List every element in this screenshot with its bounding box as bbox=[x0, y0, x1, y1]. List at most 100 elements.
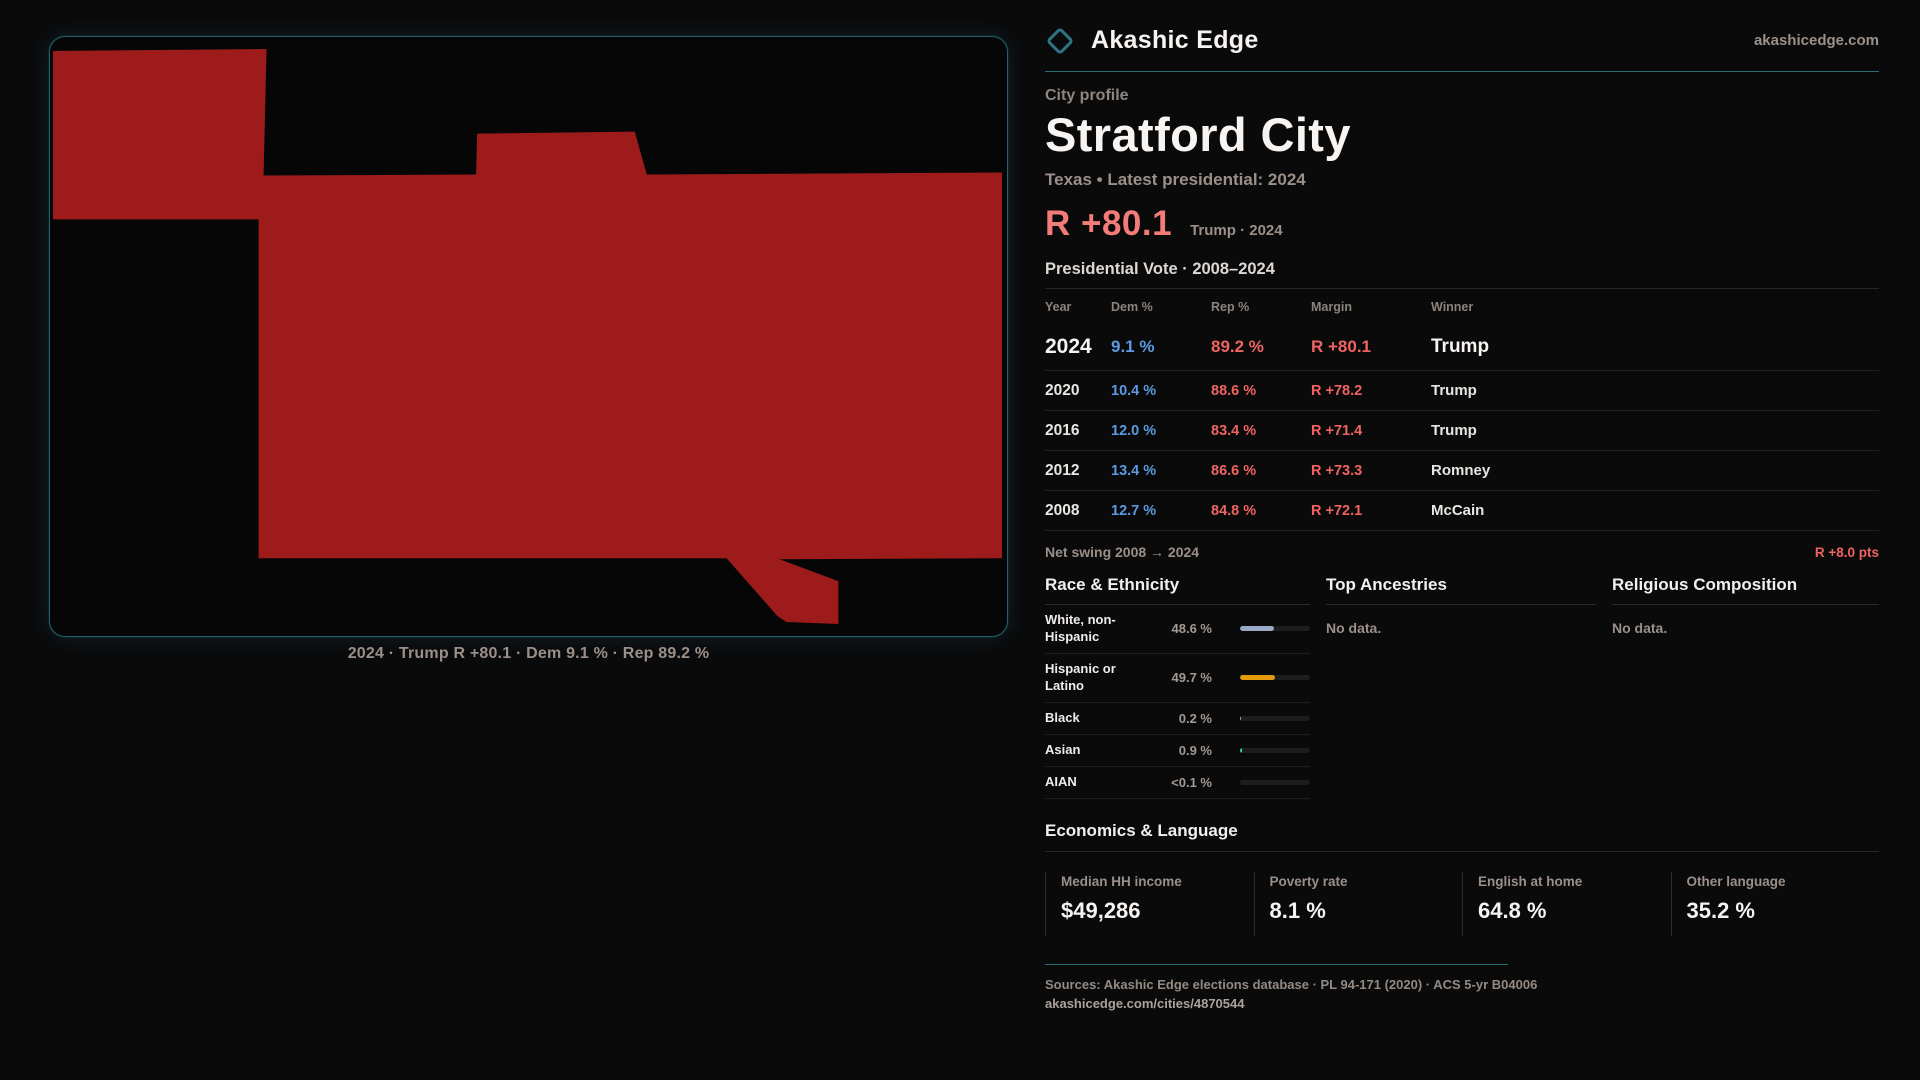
race-row: Asian 0.9 % bbox=[1045, 735, 1310, 767]
diamond-logo-icon bbox=[1045, 26, 1075, 55]
stat-card: Poverty rate 8.1 % bbox=[1253, 871, 1463, 936]
stat-card: English at home 64.8 % bbox=[1462, 871, 1671, 936]
race-value: 48.6 % bbox=[1171, 621, 1212, 637]
eyebrow-label: City profile bbox=[1045, 87, 1129, 104]
vote-table-cell: 9.1 % bbox=[1111, 337, 1155, 356]
net-swing-label: Net swing 2008 → 2024 bbox=[1045, 544, 1200, 560]
race-ethnicity-title: Race & Ethnicity bbox=[1045, 575, 1310, 605]
vote-table-cell: Trump bbox=[1431, 382, 1477, 399]
vote-table-row: 2008 12.7 % 84.8 % R +72.1 McCain bbox=[1045, 491, 1879, 531]
page-subtitle: Texas • Latest presidential: 2024 bbox=[1045, 170, 1306, 189]
vote-table: Year Dem % Rep % Margin Winner 2024 9.1 % 89.2… bbox=[1045, 288, 1879, 531]
vote-table-column-header: Dem % bbox=[1111, 300, 1153, 314]
stat-value: 8.1 % bbox=[1269, 897, 1326, 923]
race-bar-fill bbox=[1240, 675, 1275, 681]
race-label: Black bbox=[1045, 709, 1080, 725]
vote-table-header: Year Dem % Rep % Margin Winner bbox=[1045, 288, 1879, 324]
vote-table-cell: Romney bbox=[1431, 462, 1491, 479]
vote-table-cell: R +73.3 bbox=[1311, 462, 1363, 479]
header: Akashic Edge akashicedge.com bbox=[1045, 26, 1879, 72]
race-bar bbox=[1240, 626, 1310, 632]
vote-table-row: 2016 12.0 % 83.4 % R +71.4 Trump bbox=[1045, 411, 1879, 451]
brand: Akashic Edge bbox=[1045, 26, 1259, 55]
city-profile-panel: Akashic Edge akashicedge.com City profil… bbox=[1045, 26, 1879, 1011]
race-row: Hispanic or Latino 49.7 % bbox=[1045, 654, 1310, 703]
race-row: White, non-Hispanic 48.6 % bbox=[1045, 605, 1310, 654]
race-value: 0.2 % bbox=[1178, 710, 1212, 726]
city-map-shape bbox=[52, 48, 1003, 625]
religion-column: Religious Composition No data. bbox=[1612, 575, 1879, 799]
race-bar-fill bbox=[1240, 747, 1243, 753]
race-bar bbox=[1240, 715, 1310, 721]
vote-table-column-header: Margin bbox=[1311, 300, 1352, 314]
race-label: AIAN bbox=[1045, 773, 1077, 789]
ancestries-empty-state: No data. bbox=[1326, 620, 1382, 636]
page-title: Stratford City bbox=[1045, 108, 1351, 161]
vote-table-cell: 2012 bbox=[1045, 461, 1080, 479]
ancestries-title: Top Ancestries bbox=[1326, 575, 1596, 605]
footer: Sources: Akashic Edge elections database… bbox=[1045, 963, 1879, 1011]
stat-label: Median HH income bbox=[1061, 873, 1182, 889]
vote-table-column-header: Winner bbox=[1431, 300, 1474, 314]
vote-table-cell: R +72.1 bbox=[1311, 502, 1363, 519]
race-bar bbox=[1240, 779, 1310, 785]
vote-table-cell: R +78.2 bbox=[1311, 382, 1363, 399]
city-area-main bbox=[258, 131, 1003, 625]
stat-label: Poverty rate bbox=[1269, 873, 1348, 889]
vote-table-cell: R +71.4 bbox=[1311, 422, 1363, 439]
city-area-northwest bbox=[52, 48, 267, 220]
ancestries-column: Top Ancestries No data. bbox=[1326, 575, 1596, 799]
vote-table-cell: Trump bbox=[1431, 336, 1490, 357]
vote-table-row: 2012 13.4 % 86.6 % R +73.3 Romney bbox=[1045, 451, 1879, 491]
race-bar-fill bbox=[1240, 626, 1275, 632]
map-caption: 2024 · Trump R +80.1 · Dem 9.1 % · Rep 8… bbox=[347, 645, 710, 662]
latest-margin: R +80.1 Trump · 2024 bbox=[1045, 204, 1879, 244]
vote-table-cell: 83.4 % bbox=[1211, 422, 1257, 439]
city-map-panel bbox=[49, 36, 1008, 637]
stat-card: Median HH income $49,286 bbox=[1045, 871, 1254, 936]
stat-value: 64.8 % bbox=[1478, 897, 1547, 923]
race-bar bbox=[1240, 675, 1310, 681]
vote-table-cell: 10.4 % bbox=[1111, 382, 1157, 399]
vote-table-cell: McCain bbox=[1431, 502, 1485, 519]
vote-table-cell: R +80.1 bbox=[1311, 337, 1372, 356]
stat-card: Other language 35.2 % bbox=[1670, 871, 1880, 936]
race-label: White, non-Hispanic bbox=[1045, 612, 1116, 644]
stat-value: $49,286 bbox=[1061, 897, 1141, 923]
stat-label: Other language bbox=[1686, 873, 1786, 889]
net-swing-value: R +8.0 pts bbox=[1814, 544, 1879, 560]
vote-table-row: 2024 9.1 % 89.2 % R +80.1 Trump bbox=[1045, 324, 1879, 371]
vote-table-column-header: Year bbox=[1045, 300, 1072, 314]
vote-table-cell: 13.4 % bbox=[1111, 462, 1157, 479]
vote-table-cell: 88.6 % bbox=[1211, 382, 1257, 399]
stat-value: 35.2 % bbox=[1686, 897, 1756, 923]
race-bar bbox=[1240, 747, 1310, 753]
race-value: 49.7 % bbox=[1171, 670, 1212, 686]
vote-table-cell: Trump bbox=[1431, 422, 1477, 439]
stat-label: English at home bbox=[1478, 873, 1583, 889]
latest-margin-value: R +80.1 bbox=[1045, 204, 1173, 243]
permalink-link[interactable]: akashicedge.com/cities/4870544 bbox=[1045, 995, 1245, 1011]
vote-table-column-header: Rep % bbox=[1211, 300, 1250, 314]
race-value: 0.9 % bbox=[1178, 742, 1212, 758]
demographics-section: Race & Ethnicity White, non-Hispanic 48.6… bbox=[1045, 575, 1879, 799]
vote-table-cell: 2016 bbox=[1045, 421, 1080, 439]
vote-table-cell: 89.2 % bbox=[1211, 337, 1264, 356]
economics-stats: Median HH income $49,286 Poverty rate 8.1 %… bbox=[1045, 871, 1880, 936]
sources-text: Sources: Akashic Edge elections database… bbox=[1045, 976, 1538, 992]
race-row: AIAN <0.1 % bbox=[1045, 767, 1310, 799]
economics-title: Economics & Language bbox=[1045, 821, 1879, 852]
vote-table-cell: 2008 bbox=[1045, 501, 1080, 519]
vote-table-cell: 12.7 % bbox=[1111, 502, 1157, 519]
religion-title: Religious Composition bbox=[1612, 575, 1879, 605]
net-swing-row: Net swing 2008 → 2024 R +8.0 pts bbox=[1045, 544, 1879, 560]
vote-table-row: 2020 10.4 % 88.6 % R +78.2 Trump bbox=[1045, 371, 1879, 411]
race-value: <0.1 % bbox=[1171, 774, 1212, 790]
vote-table-cell: 12.0 % bbox=[1111, 422, 1157, 439]
race-row: Black 0.2 % bbox=[1045, 703, 1310, 735]
race-label: Hispanic or Latino bbox=[1045, 660, 1116, 693]
vote-table-title: Presidential Vote · 2008–2024 bbox=[1045, 260, 1275, 278]
religion-empty-state: No data. bbox=[1612, 620, 1668, 636]
site-domain-link[interactable]: akashicedge.com bbox=[1753, 32, 1879, 49]
brand-name: Akashic Edge bbox=[1091, 26, 1259, 54]
